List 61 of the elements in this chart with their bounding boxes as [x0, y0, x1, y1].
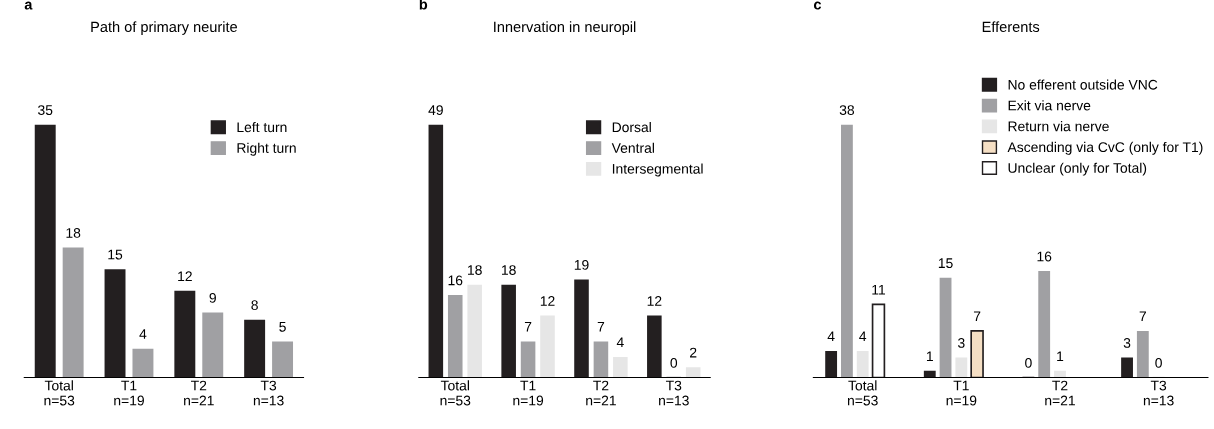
- x-tick-label: T2 n=21: [1045, 380, 1075, 406]
- data-label: 3: [1123, 338, 1131, 348]
- x-tick-label: T3 n=13: [659, 380, 689, 406]
- x-tick-label: Total n=53: [44, 380, 75, 406]
- legend-label: Unclear (only for Total): [1008, 162, 1147, 176]
- data-label: 11: [872, 284, 886, 295]
- legend-label: Return via nerve: [1008, 121, 1109, 132]
- data-label: 0: [1025, 358, 1032, 368]
- legend-label: Ascending via CvC (only for T1): [1007, 141, 1203, 155]
- data-label: 18: [66, 227, 81, 238]
- data-label: 16: [1037, 251, 1052, 262]
- x-tick-label: T2 n=21: [586, 380, 616, 406]
- data-label: 12: [540, 296, 555, 306]
- chart-title: Efferents: [982, 21, 1040, 33]
- data-label: 3: [958, 338, 965, 348]
- chart-title: Path of primary neurite: [91, 21, 238, 35]
- data-label: 12: [178, 271, 192, 282]
- data-label: 19: [574, 259, 589, 270]
- data-label: 38: [839, 105, 855, 116]
- data-label: 18: [502, 265, 516, 275]
- data-label: 5: [279, 322, 286, 332]
- text: a: [24, 1, 33, 10]
- x-tick-label: Total n=53: [847, 380, 878, 406]
- x-tick-label: Total n=53: [440, 380, 471, 406]
- data-label: 2: [690, 347, 697, 358]
- data-label: 4: [616, 337, 624, 348]
- data-label: 0: [1155, 358, 1162, 368]
- x-tick-label: T1 n=19: [513, 380, 544, 406]
- legend-label: Dorsal: [612, 121, 651, 133]
- data-label: 7: [597, 322, 605, 332]
- data-label: 1: [926, 351, 933, 362]
- legend-label: Exit via nerve: [1008, 100, 1091, 111]
- data-label: 4: [827, 331, 835, 342]
- legend-label: Ventral: [611, 142, 654, 153]
- data-label: 4: [859, 331, 867, 342]
- chart-title: Innervation in neuropil: [494, 21, 636, 35]
- data-label: 12: [647, 296, 662, 306]
- data-label: 4: [139, 329, 147, 339]
- x-tick-label: T2 n=21: [184, 380, 214, 406]
- x-tick-label: T1 n=19: [946, 380, 977, 406]
- data-label: 16: [448, 275, 463, 286]
- data-label: 49: [428, 105, 443, 116]
- legend-label: Right turn: [237, 142, 296, 156]
- text: c: [813, 1, 822, 10]
- data-label: 1: [1057, 351, 1064, 362]
- data-label: 18: [468, 265, 482, 275]
- data-label: 7: [524, 322, 532, 332]
- x-tick-label: T1 n=19: [114, 380, 144, 406]
- data-label: 15: [108, 249, 123, 260]
- x-tick-label: T3 n=13: [1143, 380, 1174, 406]
- data-label: 7: [1139, 311, 1146, 322]
- legend-label: No efferent outside VNC: [1008, 79, 1158, 90]
- legend-label: Left turn: [237, 121, 287, 133]
- data-label: 8: [251, 300, 258, 311]
- data-label: 0: [670, 358, 678, 368]
- x-tick-label: T3 n=13: [253, 380, 284, 406]
- data-label: 9: [209, 292, 216, 303]
- data-label: 15: [938, 258, 953, 269]
- data-label: 7: [973, 311, 981, 322]
- legend-label: Intersegmental: [612, 163, 703, 177]
- data-label: 35: [38, 105, 53, 116]
